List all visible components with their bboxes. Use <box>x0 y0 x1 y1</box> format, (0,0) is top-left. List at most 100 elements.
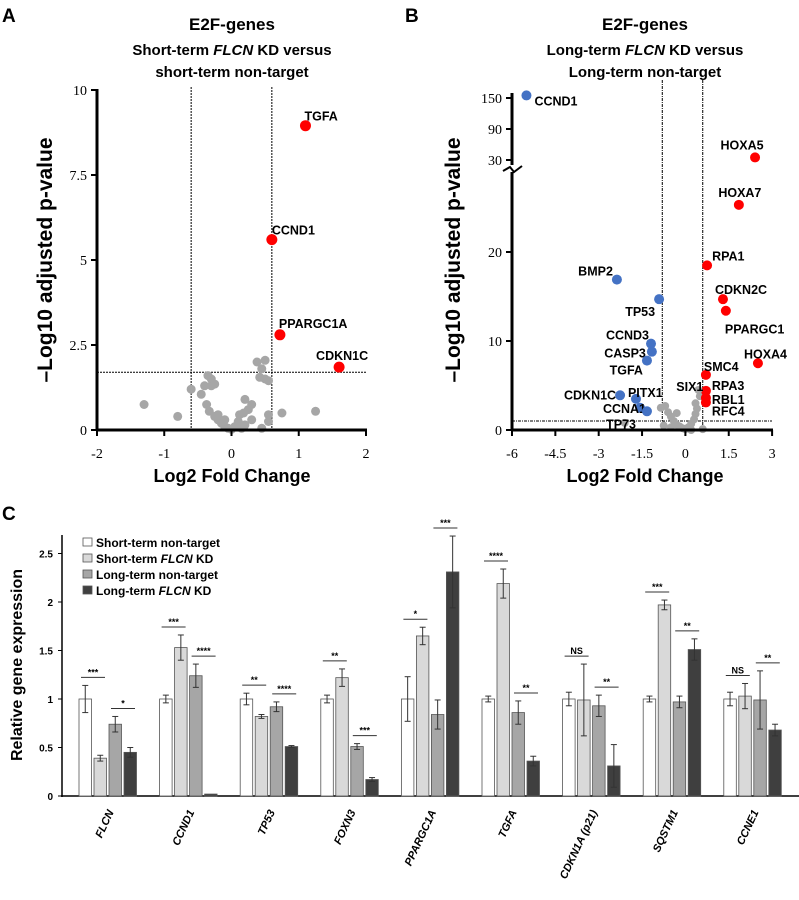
data-point <box>186 384 196 394</box>
point-label: CDKN1C <box>564 388 616 402</box>
x-tick-label: 0 <box>682 447 689 462</box>
bar <box>123 751 137 797</box>
x-tick-label: -1 <box>158 447 170 462</box>
data-point <box>630 393 641 404</box>
data-point <box>521 90 532 101</box>
bar-chart-c: 00.511.522.5****FLCN*******CCND1******TP… <box>39 518 799 881</box>
point-label: TGFA <box>610 364 643 378</box>
data-point <box>266 234 278 246</box>
bar <box>562 698 576 797</box>
point-label: RFC4 <box>712 404 745 418</box>
data-point <box>263 410 273 420</box>
bar <box>78 698 92 797</box>
point-label: CCND1 <box>534 94 577 108</box>
category-label: CCNE1 <box>735 808 762 847</box>
data-point <box>139 400 149 409</box>
panel-label-b: B <box>405 6 419 27</box>
data-point <box>173 411 183 421</box>
bar <box>415 635 430 797</box>
data-point <box>247 400 257 409</box>
bar <box>723 698 737 797</box>
significance-label: NS <box>732 665 745 675</box>
data-point <box>641 406 652 417</box>
point-label: CCND3 <box>606 329 649 343</box>
data-point <box>263 417 273 426</box>
data-point <box>720 305 731 316</box>
significance-label: ** <box>522 683 530 693</box>
significance-label: *** <box>88 667 99 677</box>
panel-label-c: C <box>2 504 16 525</box>
y-tick-label: 0 <box>47 792 53 803</box>
data-point <box>641 355 652 366</box>
panel-a-ylabel: –Log10 adjusted p-value <box>34 137 57 382</box>
legend-label: Long-term FLCN KD <box>96 584 212 598</box>
x-tick-label: 1.5 <box>720 447 738 462</box>
bar <box>284 746 299 797</box>
point-label: TP73 <box>606 417 636 431</box>
data-point <box>700 385 711 396</box>
x-tick-label: -6 <box>506 447 518 462</box>
legend-swatch <box>82 537 93 547</box>
category-label: TGFA <box>496 808 519 840</box>
y-tick-label: 0 <box>80 424 87 439</box>
y-tick-label: 2 <box>47 598 53 609</box>
significance-label: *** <box>168 617 179 627</box>
panel-b-xlabel: Log2 Fold Change <box>567 466 724 486</box>
point-label: HOXA4 <box>744 347 787 361</box>
significance-label: NS <box>570 646 583 656</box>
y-tick-label: 1 <box>47 695 53 706</box>
y-tick-label: 1.5 <box>39 647 53 658</box>
point-label: CDKN2C <box>715 283 767 297</box>
bar <box>108 723 122 797</box>
legend-label: Short-term non-target <box>96 536 220 550</box>
panel-label-a: A <box>2 6 16 27</box>
panel-b-subtitle: Long-term FLCN KD versus <box>547 42 744 59</box>
point-label: CCNA1 <box>603 402 646 416</box>
significance-label: *** <box>440 518 451 528</box>
data-point <box>213 410 223 420</box>
significance-label: ** <box>331 651 339 661</box>
panel-a-subtitle: Short-term FLCN KD versus <box>132 42 331 59</box>
y-tick-label: 2.5 <box>70 339 88 354</box>
bar <box>174 647 188 797</box>
x-tick-label: 3 <box>769 447 776 462</box>
y-tick-label: 7.5 <box>70 169 88 184</box>
y-tick-label: 10 <box>73 84 87 99</box>
data-point <box>257 364 267 374</box>
point-label: RBL1 <box>712 393 745 407</box>
legend-swatch <box>82 569 93 579</box>
x-tick-label: -1.5 <box>631 447 653 462</box>
data-point <box>277 408 287 418</box>
bar <box>642 698 657 797</box>
bar <box>204 793 218 797</box>
data-point <box>654 294 665 305</box>
category-label: CDKN1A (p21) <box>558 808 601 881</box>
data-point <box>200 381 210 391</box>
data-point <box>202 400 212 409</box>
significance-label: ** <box>251 675 259 685</box>
axis-break-icon <box>502 165 523 174</box>
data-point <box>196 389 206 399</box>
data-point <box>750 152 761 163</box>
data-point <box>733 199 744 210</box>
bar <box>687 649 702 797</box>
category-label: TP53 <box>256 808 278 837</box>
data-point <box>700 369 711 380</box>
bar <box>93 757 107 797</box>
significance-label: ** <box>764 653 772 663</box>
category-label: FLCN <box>93 807 117 840</box>
bar <box>592 705 606 797</box>
significance-label: **** <box>197 646 212 656</box>
bar <box>320 698 334 797</box>
bar <box>365 779 379 797</box>
x-tick-label: -4.5 <box>544 447 566 462</box>
significance-label: * <box>414 609 418 619</box>
significance-label: * <box>121 698 125 708</box>
point-label: TP53 <box>625 305 655 319</box>
point-label: PPARGC1 <box>725 323 785 337</box>
significance-label: ** <box>603 677 611 687</box>
point-label: CASP3 <box>604 347 646 361</box>
volcano-plot-a: TGFA CCND1 PPARGC1A CDKN1C -2 -1 0 1 2 0 2.5 5 7.5 10 <box>70 84 370 462</box>
point-label: RPA3 <box>712 379 744 393</box>
